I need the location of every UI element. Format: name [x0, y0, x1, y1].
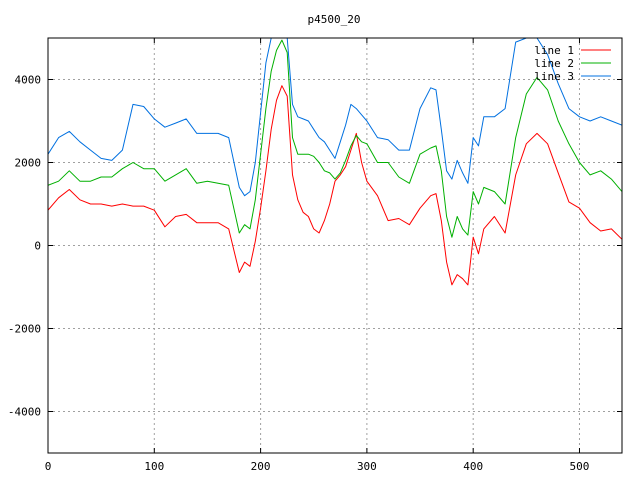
y-tick-label: 4000: [15, 74, 42, 87]
y-tick-label: 2000: [15, 157, 42, 170]
chart-title: p4500_20: [308, 13, 361, 26]
legend-label-3: line 3: [534, 70, 574, 83]
series-line-1: [48, 85, 622, 286]
x-tick-label: 500: [570, 460, 590, 473]
legend-label-2: line 2: [534, 57, 574, 70]
x-tick-label: 400: [463, 460, 483, 473]
y-tick-label: -4000: [8, 406, 41, 419]
y-tick-label: 0: [34, 240, 41, 253]
series-line-3: [48, 38, 622, 197]
y-tick-label: -2000: [8, 323, 41, 336]
tick-layer: 0 100 200 300 400 500 -4000 -2000 0 2000 4000: [8, 38, 622, 473]
series-layer: [48, 38, 622, 286]
x-tick-label: 300: [357, 460, 377, 473]
x-tick-label: 0: [45, 460, 52, 473]
x-tick-label: 200: [251, 460, 271, 473]
x-tick-label: 100: [144, 460, 164, 473]
legend-label-1: line 1: [534, 44, 574, 57]
series-line-2: [48, 39, 622, 238]
grid-layer: [48, 38, 622, 453]
